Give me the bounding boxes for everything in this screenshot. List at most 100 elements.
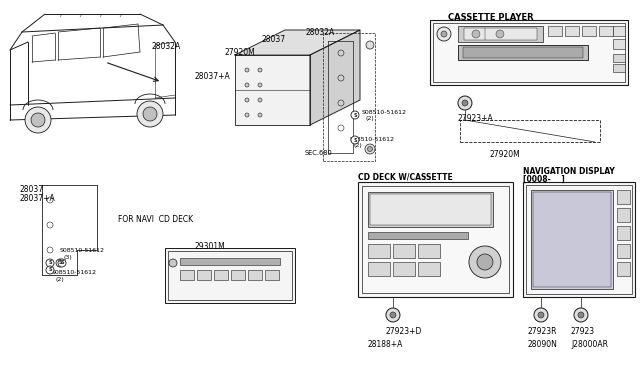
- Bar: [613, 26, 625, 36]
- Circle shape: [31, 113, 45, 127]
- Text: 28090N: 28090N: [528, 340, 558, 349]
- Text: S08510-51612: S08510-51612: [52, 270, 97, 275]
- Text: FOR NAVI  CD DECK: FOR NAVI CD DECK: [118, 215, 193, 224]
- Text: S: S: [60, 260, 64, 266]
- Bar: [418, 262, 440, 276]
- Text: J28000AR: J28000AR: [571, 340, 608, 349]
- Text: 28037: 28037: [20, 185, 44, 194]
- Circle shape: [578, 312, 584, 318]
- Bar: [458, 26, 543, 42]
- Bar: [370, 194, 491, 225]
- Bar: [613, 64, 625, 72]
- Bar: [368, 262, 390, 276]
- Circle shape: [137, 101, 163, 127]
- Bar: [180, 258, 280, 265]
- Circle shape: [462, 100, 468, 106]
- Text: S: S: [48, 260, 52, 266]
- Text: 27923+A: 27923+A: [458, 114, 493, 123]
- Bar: [165, 248, 295, 303]
- Bar: [231, 270, 245, 280]
- Text: SEC.680: SEC.680: [305, 150, 333, 156]
- Text: 28037: 28037: [262, 35, 286, 44]
- Bar: [248, 270, 262, 280]
- Circle shape: [437, 27, 451, 41]
- Circle shape: [46, 259, 54, 267]
- Bar: [323, 33, 375, 161]
- Text: S: S: [58, 260, 61, 266]
- Bar: [433, 23, 625, 82]
- Bar: [548, 26, 562, 36]
- Circle shape: [245, 83, 249, 87]
- Bar: [214, 270, 228, 280]
- Polygon shape: [235, 55, 310, 125]
- Circle shape: [56, 259, 64, 267]
- Circle shape: [25, 107, 51, 133]
- Text: 28032A: 28032A: [152, 42, 181, 51]
- Circle shape: [441, 31, 447, 37]
- Circle shape: [472, 30, 480, 38]
- Circle shape: [245, 113, 249, 117]
- Circle shape: [574, 308, 588, 322]
- Circle shape: [258, 83, 262, 87]
- Text: CD DECK W/CASSETTE: CD DECK W/CASSETTE: [358, 172, 452, 181]
- Bar: [533, 192, 611, 287]
- Text: S08510-51612: S08510-51612: [362, 110, 407, 115]
- Text: (3): (3): [64, 255, 73, 260]
- Bar: [368, 244, 390, 258]
- Text: S08510-51612: S08510-51612: [350, 137, 395, 142]
- Circle shape: [169, 259, 177, 267]
- Circle shape: [365, 144, 375, 154]
- Polygon shape: [310, 30, 360, 125]
- Text: 27923R: 27923R: [528, 327, 557, 336]
- Circle shape: [46, 266, 54, 274]
- Text: 28032A: 28032A: [306, 28, 335, 37]
- Circle shape: [58, 259, 66, 267]
- Bar: [368, 232, 468, 239]
- Text: (2): (2): [354, 143, 363, 148]
- Circle shape: [477, 254, 493, 270]
- Bar: [180, 270, 194, 280]
- Bar: [526, 185, 632, 294]
- Text: (2): (2): [56, 277, 65, 282]
- Circle shape: [258, 113, 262, 117]
- Circle shape: [367, 147, 372, 151]
- Circle shape: [538, 312, 544, 318]
- Text: 29301M: 29301M: [195, 242, 226, 251]
- Text: [0008-    ]: [0008- ]: [523, 175, 564, 184]
- Circle shape: [258, 98, 262, 102]
- Bar: [617, 226, 630, 240]
- Bar: [582, 26, 596, 36]
- Polygon shape: [235, 30, 360, 55]
- Circle shape: [366, 41, 374, 49]
- Bar: [617, 244, 630, 258]
- Circle shape: [534, 308, 548, 322]
- Bar: [368, 192, 493, 227]
- Text: 27920M: 27920M: [225, 48, 256, 57]
- Bar: [418, 244, 440, 258]
- Circle shape: [245, 98, 249, 102]
- Bar: [617, 262, 630, 276]
- Text: S08510-51612: S08510-51612: [60, 248, 105, 253]
- Circle shape: [469, 246, 501, 278]
- Text: NAVIGATION DISPLAY: NAVIGATION DISPLAY: [523, 167, 614, 176]
- Circle shape: [245, 68, 249, 72]
- Bar: [531, 190, 613, 289]
- Bar: [617, 208, 630, 222]
- Bar: [613, 39, 625, 49]
- Text: S: S: [353, 112, 356, 118]
- Text: 27920M: 27920M: [490, 150, 521, 159]
- Text: S: S: [353, 138, 356, 142]
- Bar: [565, 26, 579, 36]
- Text: 27923: 27923: [571, 327, 595, 336]
- Text: 28188+A: 28188+A: [368, 340, 403, 349]
- Circle shape: [351, 136, 359, 144]
- Bar: [393, 244, 415, 258]
- Bar: [613, 54, 625, 62]
- Circle shape: [143, 107, 157, 121]
- Text: 28037+A: 28037+A: [195, 72, 231, 81]
- Bar: [458, 45, 588, 60]
- Circle shape: [258, 68, 262, 72]
- Circle shape: [351, 111, 359, 119]
- Bar: [464, 28, 537, 40]
- Bar: [523, 182, 635, 297]
